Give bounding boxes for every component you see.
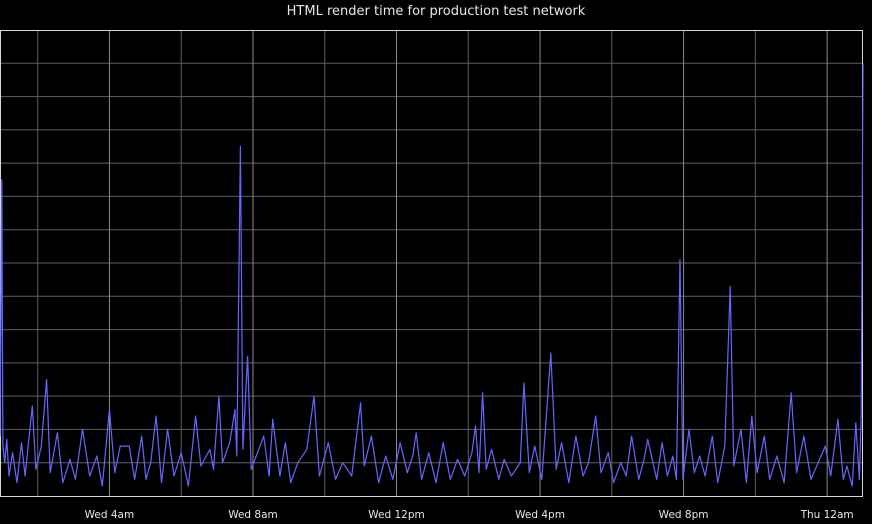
series-line (0, 63, 864, 487)
x-tick-label: Thu 12am (800, 509, 854, 521)
x-tick-label: Wed 8am (228, 509, 278, 521)
x-tick-label: Wed 4pm (515, 509, 565, 521)
x-axis-tick-labels: Wed 4am Wed 8am Wed 12pm Wed 4pm Wed 8pm Thu … (85, 509, 854, 521)
series-lines (0, 63, 864, 487)
x-tick-label: Wed 8pm (659, 509, 709, 521)
grid-lines (0, 30, 863, 496)
x-tick-label: Wed 4am (85, 509, 135, 521)
x-tick-label: Wed 12pm (368, 509, 424, 521)
chart-title: HTML render time for production test net… (286, 4, 586, 19)
